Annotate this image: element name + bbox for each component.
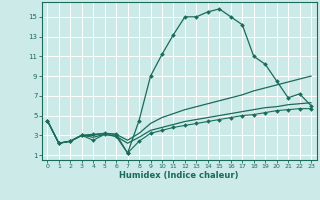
X-axis label: Humidex (Indice chaleur): Humidex (Indice chaleur) <box>119 171 239 180</box>
